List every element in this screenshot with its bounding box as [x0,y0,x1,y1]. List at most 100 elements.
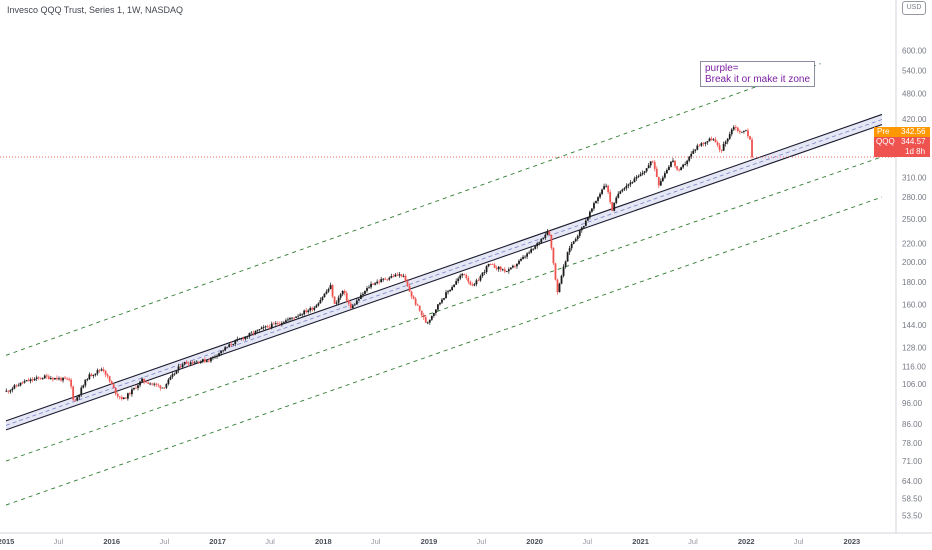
candle [692,148,695,155]
parallel-trend-line-2[interactable] [5,156,883,462]
candle [542,237,545,240]
candle [313,305,316,312]
candle [29,377,32,384]
currency-tag[interactable]: USD [902,1,926,15]
candle [230,341,233,347]
candle [712,138,715,141]
candle [530,246,533,254]
parallel-trend-line-1[interactable] [5,63,821,356]
candle [668,164,670,171]
candle [649,160,652,168]
candle [33,377,36,382]
candle [183,361,186,366]
price-tick-label: 64.00 [902,477,923,486]
price-tick-label: 160.00 [902,301,927,310]
candle [443,297,445,301]
price-tick-label: 420.00 [902,115,927,124]
candle [305,307,308,314]
candle [118,395,121,400]
candle [307,309,310,314]
candle [76,395,79,402]
candle [720,149,723,154]
candle [734,124,737,131]
candle [732,125,735,132]
candle [428,319,431,325]
candle [108,375,111,384]
candle [418,305,421,312]
candle [465,273,468,280]
candle [554,262,557,281]
candle [672,157,674,163]
time-tick-label: Jul [688,537,698,546]
candle [90,372,93,377]
channel-lower-line[interactable] [5,124,883,431]
candle [70,378,73,390]
candle [278,321,281,325]
candle [659,178,662,187]
candle [540,238,543,244]
premarket-label: Pre [877,127,890,136]
candle [505,270,508,273]
candle [27,377,30,382]
candle [283,320,285,324]
candle [9,389,12,394]
candle [21,381,24,385]
candle [169,375,172,381]
price-tick-label: 96.00 [902,399,923,408]
time-tick-label: Jul [160,537,170,546]
candle [327,287,330,293]
symbol-label: QQQ [876,137,895,146]
candle [430,315,433,321]
candle [451,285,454,291]
candle [228,343,231,348]
candle [329,282,332,290]
candle [501,268,504,272]
candle [41,377,44,380]
candle [499,265,502,272]
candle [617,191,620,199]
candle [72,385,75,402]
candle [17,383,20,387]
candle [635,175,638,181]
candle [455,278,458,285]
candle [147,380,150,385]
channel-upper-line[interactable] [5,113,883,422]
candle [86,378,89,382]
candle [398,272,401,278]
candle [287,317,289,322]
candle [639,171,642,177]
candle [706,140,709,145]
price-tick-label: 280.00 [902,193,927,202]
last-price-value: 344.57 [901,137,926,146]
candle [185,360,188,364]
candle [376,279,379,285]
candle [193,360,196,364]
candle [633,176,636,183]
candle [222,349,225,353]
candle [532,248,535,251]
candle [745,129,747,132]
candle [680,166,682,171]
candle [666,168,668,175]
candle [576,234,579,242]
candle [84,379,87,388]
candle [68,377,71,382]
candle [696,143,699,151]
candle [25,380,28,382]
candle [248,332,251,339]
candle [187,361,190,367]
candle [323,293,326,298]
time-tick-label: 2023 [844,537,861,546]
annotation-note[interactable]: purple= Break it or make it zone [700,61,816,87]
candle [80,385,83,397]
candle [552,247,555,266]
time-axis-labels[interactable]: 2015 Jul 2016 Jul 2017 Jul 2018 Jul 2019 Jul 2020 J… [0,537,860,546]
premarket-value: 342.56 [901,127,926,136]
candle [54,377,56,380]
time-tick-label: Jul [583,537,593,546]
candle [414,297,417,306]
candle [264,325,267,330]
parallel-trend-line-3[interactable] [5,196,883,506]
candle [201,358,204,364]
